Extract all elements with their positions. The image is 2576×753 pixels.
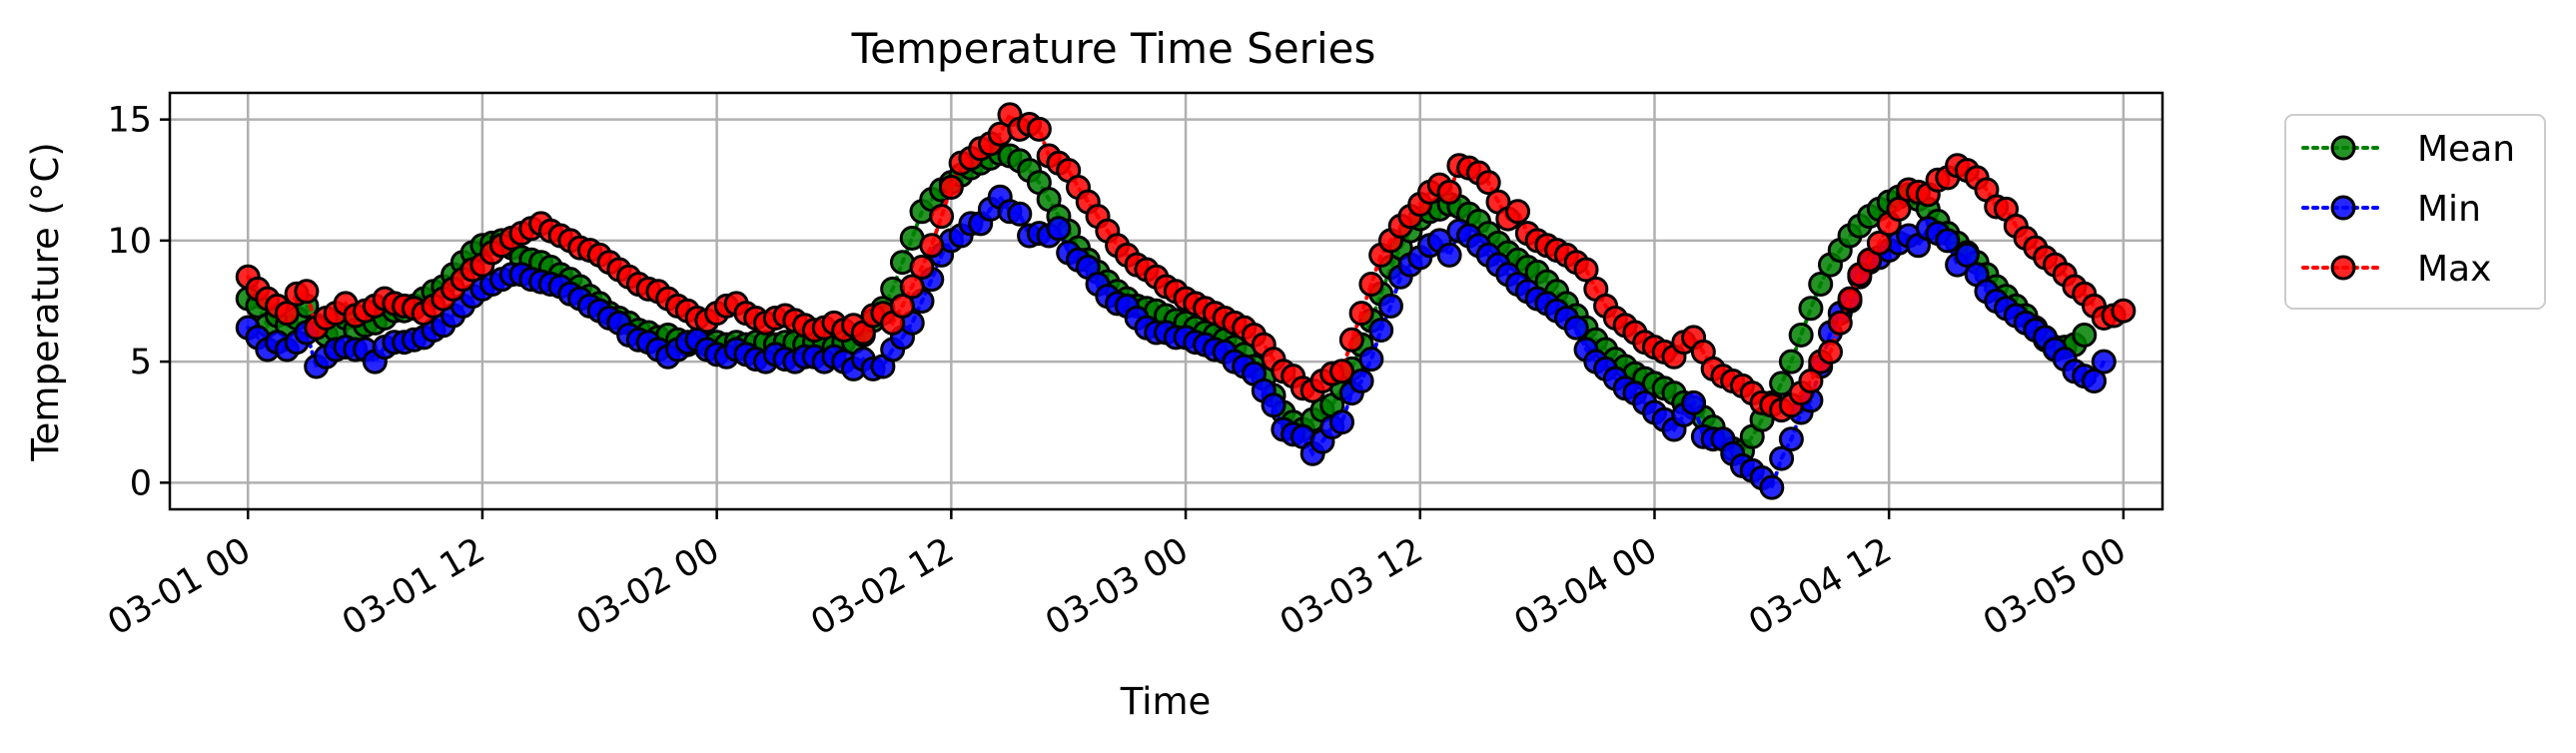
data-point — [2111, 298, 2137, 324]
data-point — [1505, 199, 1531, 225]
data-point — [2072, 322, 2098, 348]
series-max — [235, 102, 2137, 423]
y-axis-label: Temperature (°C) — [24, 142, 67, 461]
x-tick-label: 03-02 12 — [805, 530, 961, 643]
data-point — [1338, 327, 1364, 353]
legend-label: Min — [2417, 189, 2481, 230]
y-tick-label: 15 — [107, 101, 152, 141]
data-point — [1798, 369, 1824, 394]
data-point — [1436, 179, 1462, 205]
data-point — [909, 255, 935, 281]
data-point — [1759, 474, 1785, 500]
data-point — [294, 279, 320, 305]
data-point — [2082, 369, 2108, 394]
data-point — [1358, 272, 1384, 298]
legend-swatch-marker — [2330, 255, 2356, 281]
data-point — [1329, 409, 1355, 435]
data-point — [919, 233, 945, 259]
x-tick-label: 03-05 00 — [1977, 530, 2133, 643]
data-point — [1818, 339, 1843, 365]
data-point — [1261, 392, 1287, 418]
data-point — [1348, 301, 1374, 327]
y-tick-label: 0 — [130, 463, 152, 503]
y-tick-label: 5 — [130, 343, 152, 382]
legend: Mean Min Max — [2284, 114, 2546, 310]
data-point — [1007, 201, 1033, 227]
data-point — [1026, 116, 1052, 142]
data-point — [1377, 293, 1403, 319]
data-point — [1827, 310, 1853, 336]
legend-swatch-marker — [2330, 135, 2356, 161]
x-tick-label: 03-01 12 — [336, 530, 491, 643]
data-point — [1954, 242, 1980, 268]
x-tick-label: 03-01 00 — [101, 530, 257, 643]
data-point — [1475, 170, 1501, 196]
data-point — [1563, 315, 1589, 341]
data-point — [1769, 445, 1795, 471]
y-tick-label: 10 — [107, 222, 152, 262]
data-point — [1788, 322, 1814, 348]
legend-swatch-marker — [2330, 195, 2356, 221]
data-point — [1046, 216, 1072, 242]
data-point — [2091, 349, 2117, 375]
x-tick-label: 03-04 12 — [1742, 530, 1898, 643]
x-axis-label: Time — [1120, 680, 1212, 723]
data-point — [1348, 369, 1374, 394]
x-tick-label: 03-03 12 — [1274, 530, 1429, 643]
data-point — [1329, 359, 1355, 384]
data-point — [1837, 286, 1863, 312]
data-point — [1769, 371, 1795, 396]
data-point — [1808, 272, 1834, 298]
data-point — [1778, 426, 1804, 452]
series-mean — [235, 141, 2098, 464]
plot-area — [168, 91, 2164, 511]
data-point — [1935, 228, 1961, 254]
data-point — [1573, 257, 1599, 283]
data-point — [1368, 318, 1394, 344]
data-point — [899, 274, 925, 300]
data-point — [1866, 230, 1892, 256]
x-tick-label: 03-02 00 — [570, 530, 726, 643]
data-point — [1778, 349, 1804, 375]
data-point — [1436, 242, 1462, 268]
x-tick-label: 03-03 00 — [1039, 530, 1195, 643]
data-point — [929, 204, 955, 230]
series-layer — [235, 102, 2137, 500]
data-point — [938, 175, 964, 201]
legend-label: Mean — [2417, 129, 2515, 170]
data-point — [1886, 196, 1912, 222]
data-point — [274, 301, 300, 327]
x-tick-label: 03-04 00 — [1508, 530, 1664, 643]
chart-title: Temperature Time Series — [851, 24, 1376, 73]
legend-label: Max — [2417, 249, 2491, 290]
data-point — [1358, 347, 1384, 373]
data-point — [889, 293, 915, 319]
data-point — [1798, 296, 1824, 322]
data-point — [1681, 389, 1707, 415]
